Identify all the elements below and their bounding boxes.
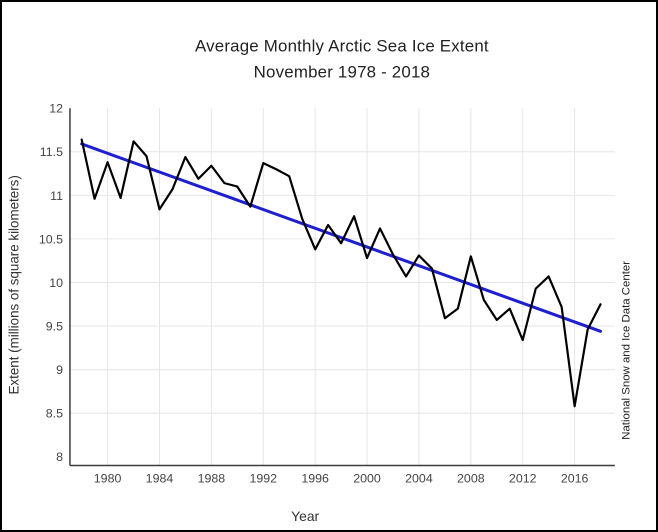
axes [69,108,615,467]
x-tick-label: 1984 [146,471,174,485]
x-tick-label: 2004 [405,471,433,485]
credit-text: National Snow and Ice Data Center [621,261,633,440]
y-axis-title: Extent (millions of square kilometers) [6,175,21,394]
series-lines [80,138,603,408]
x-tick-label: 1988 [198,471,226,485]
chart-title: Average Monthly Arctic Sea Ice Extent [195,37,489,56]
x-tick-label: 1980 [94,471,122,485]
x-tick-label: 2008 [457,471,485,485]
y-tick-label: 8 [56,450,63,464]
y-tick-label: 12 [49,102,63,116]
y-gridlines [69,151,615,414]
y-tick-label: 11 [50,189,63,203]
y-tick-label: 9.5 [46,320,63,334]
y-tick-label: 10.5 [39,232,63,246]
x-tick-label: 2012 [509,471,537,485]
y-tick-label: 10 [49,276,63,290]
chart-subtitle: November 1978 - 2018 [254,62,430,81]
x-gridlines [107,108,576,466]
y-tick-label: 9 [56,363,63,377]
trend-line [80,142,603,333]
x-tick-label: 2000 [353,471,381,485]
x-tick-label: 1992 [249,471,277,485]
x-axis-title: Year [291,508,319,524]
data-line [80,138,602,408]
x-tick-label: 2016 [561,471,589,485]
x-tick-label: 1996 [301,471,329,485]
y-tick-labels: 8 8.5 9 9.5 10 10.5 11 11.5 12 [39,102,63,465]
x-tick-labels: 1980 1984 1988 1992 1996 2000 2004 2008 2012 2016 [94,471,589,485]
y-tick-label: 11.5 [40,145,63,159]
y-tick-label: 8.5 [46,407,63,421]
